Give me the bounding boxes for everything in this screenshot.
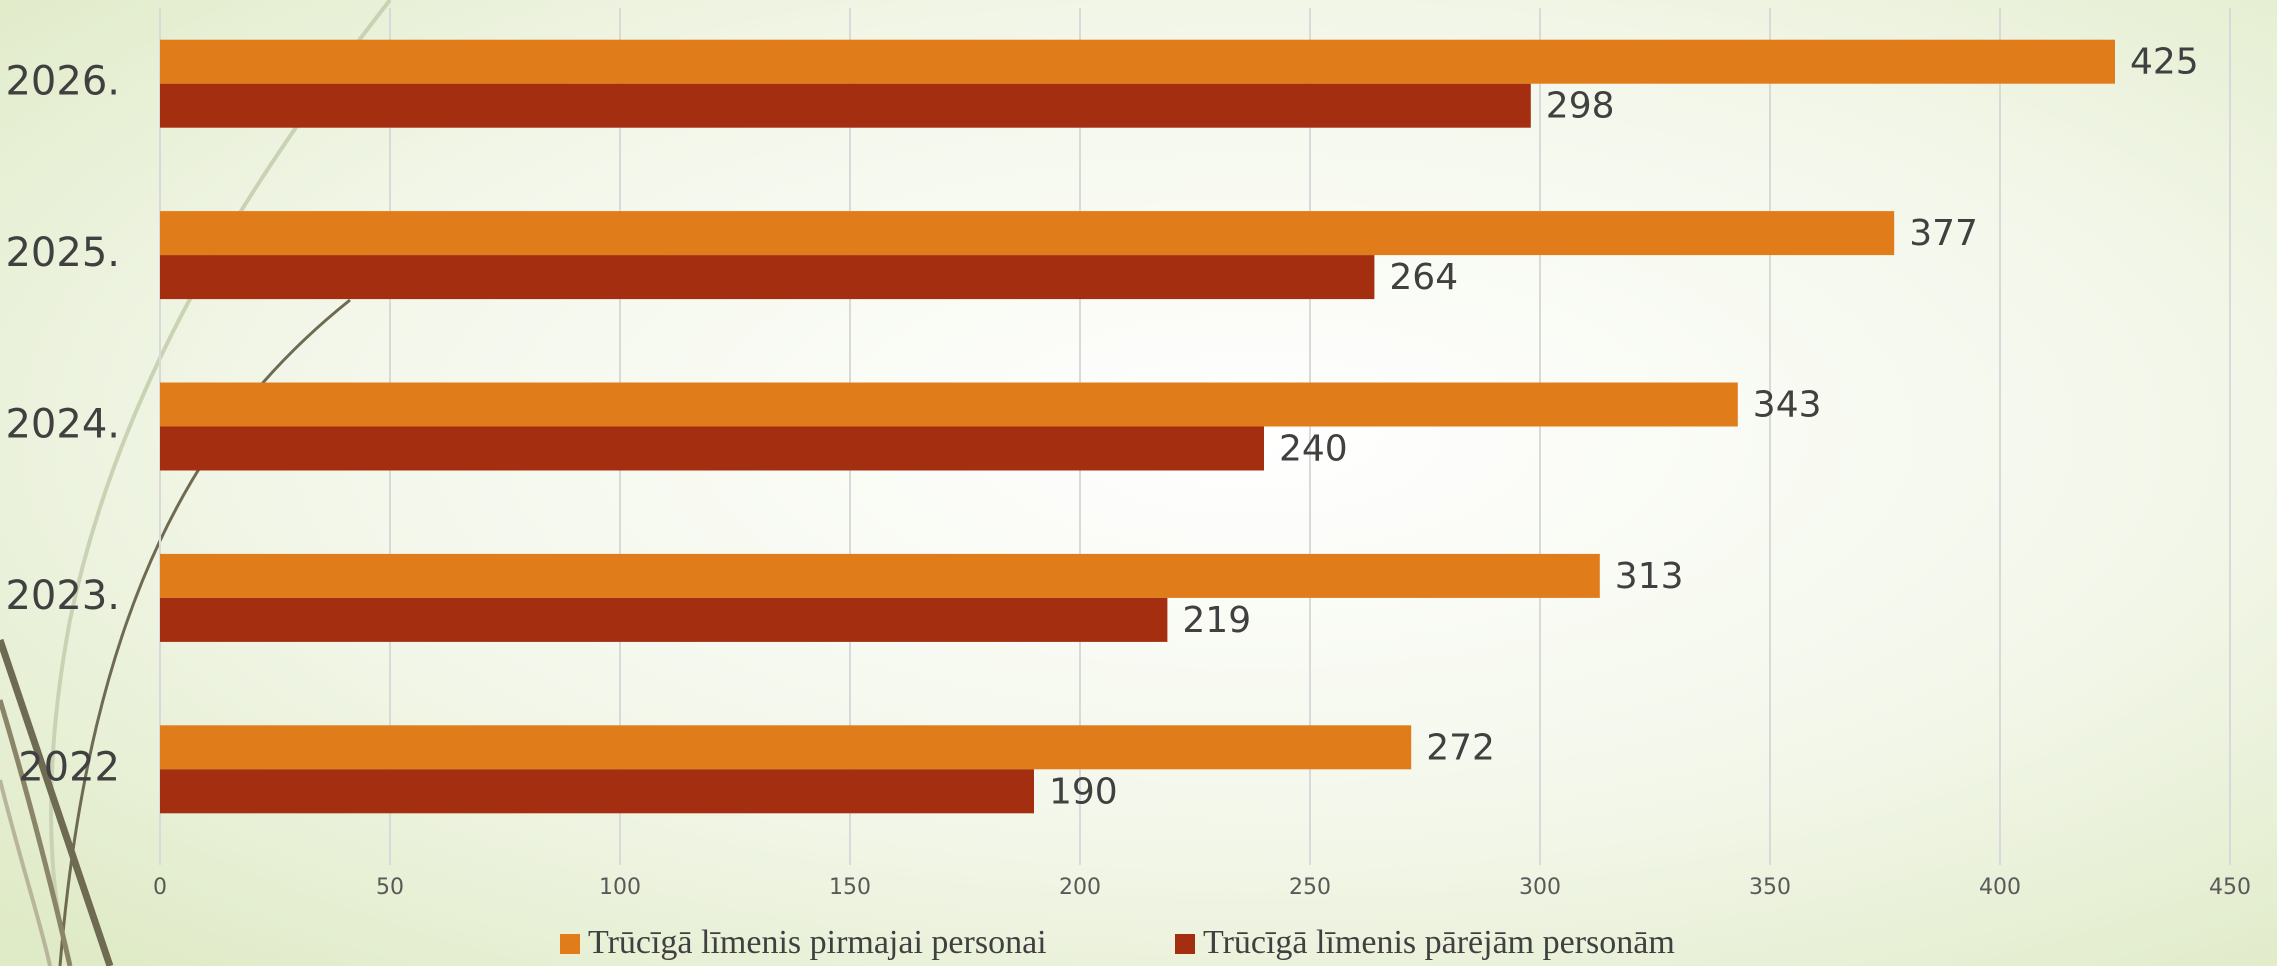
data-label: 377 bbox=[1909, 213, 1978, 254]
data-label: 264 bbox=[1389, 257, 1458, 298]
data-label: 425 bbox=[2130, 42, 2199, 83]
data-label: 219 bbox=[1182, 600, 1251, 641]
bar bbox=[160, 39, 2115, 84]
y-tick-label: 2023. bbox=[5, 573, 120, 619]
bar bbox=[160, 255, 1375, 300]
data-label: 272 bbox=[1426, 727, 1495, 768]
y-tick-label: 2022 bbox=[18, 744, 120, 790]
x-tick-label: 100 bbox=[599, 875, 641, 900]
bar bbox=[160, 725, 1412, 770]
data-label: 298 bbox=[1546, 86, 1615, 127]
bar bbox=[160, 211, 1895, 256]
y-tick-label: 2026. bbox=[5, 59, 120, 105]
legend-swatch bbox=[560, 934, 580, 954]
legend-label: Trūcīgā līmenis pārējām personām bbox=[1203, 924, 1675, 961]
x-tick-label: 400 bbox=[1979, 875, 2021, 900]
y-tick-label: 2025. bbox=[5, 230, 120, 276]
x-tick-label: 50 bbox=[376, 875, 404, 900]
x-tick-label: 450 bbox=[2209, 875, 2251, 900]
bar bbox=[160, 83, 1531, 128]
x-tick-label: 150 bbox=[829, 875, 871, 900]
legend-swatch bbox=[1175, 934, 1195, 954]
data-label: 240 bbox=[1279, 429, 1348, 470]
x-tick-label: 300 bbox=[1519, 875, 1561, 900]
bar bbox=[160, 597, 1168, 642]
data-label: 190 bbox=[1049, 771, 1118, 812]
data-label: 343 bbox=[1753, 385, 1822, 426]
y-tick-label: 2024. bbox=[5, 402, 120, 448]
bar bbox=[160, 769, 1034, 814]
data-label: 313 bbox=[1615, 556, 1684, 597]
x-tick-label: 200 bbox=[1059, 875, 1101, 900]
legend-label: Trūcīgā līmenis pirmajai personai bbox=[588, 924, 1047, 961]
bar bbox=[160, 426, 1264, 471]
decoration bbox=[0, 0, 392, 966]
bar bbox=[160, 382, 1738, 427]
x-tick-label: 0 bbox=[153, 875, 167, 900]
bar bbox=[160, 553, 1600, 598]
x-tick-label: 250 bbox=[1289, 875, 1331, 900]
x-tick-label: 350 bbox=[1749, 875, 1791, 900]
